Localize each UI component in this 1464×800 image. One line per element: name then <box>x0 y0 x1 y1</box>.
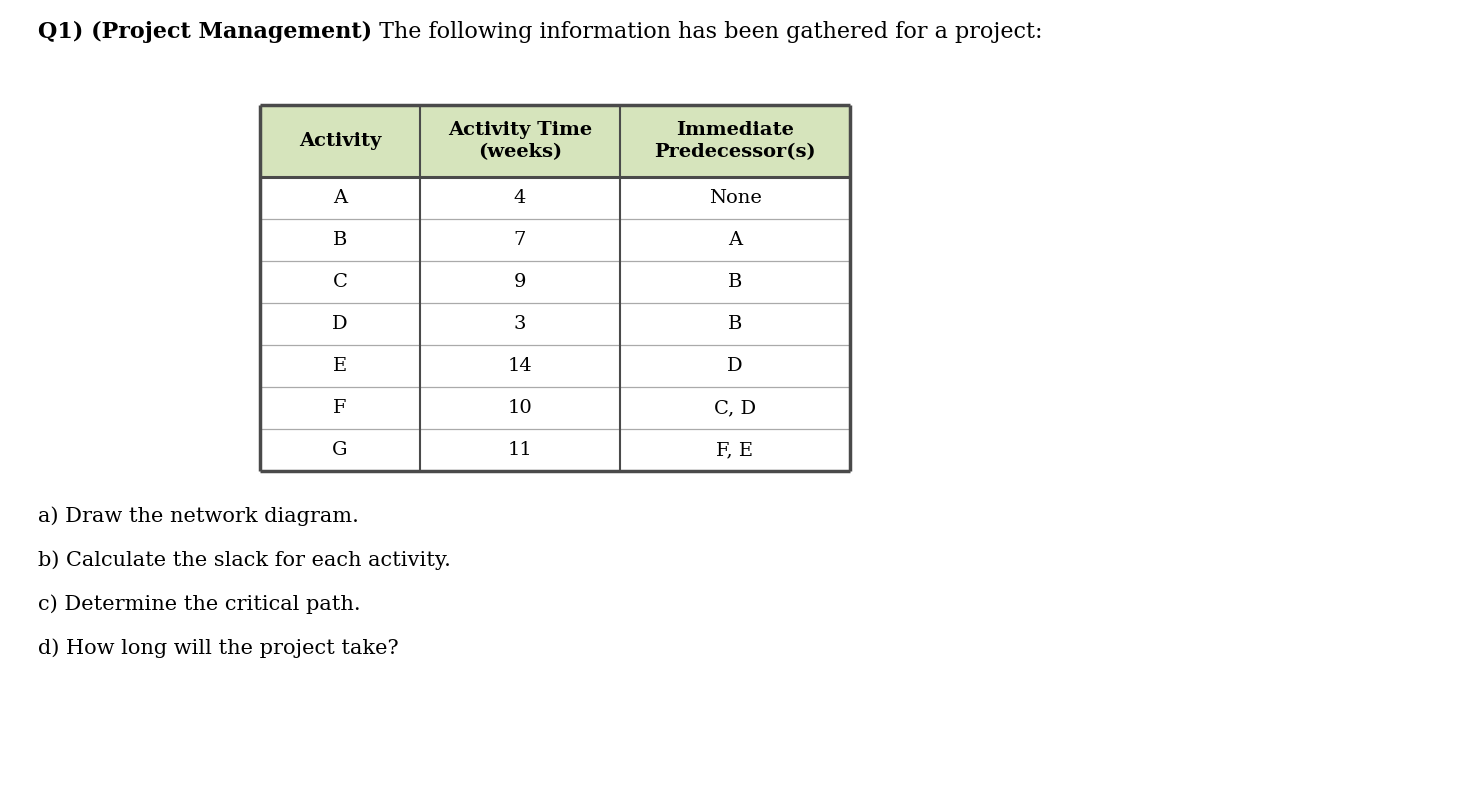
Text: D: D <box>728 357 742 375</box>
Text: Immediate
Predecessor(s): Immediate Predecessor(s) <box>654 121 815 161</box>
Text: d) How long will the project take?: d) How long will the project take? <box>38 638 398 658</box>
Text: A: A <box>332 189 347 207</box>
Text: 14: 14 <box>508 357 533 375</box>
Text: A: A <box>728 231 742 249</box>
Bar <box>261 105 420 177</box>
Text: F, E: F, E <box>716 441 754 459</box>
Text: 3: 3 <box>514 315 526 333</box>
Text: 4: 4 <box>514 189 526 207</box>
Text: 7: 7 <box>514 231 526 249</box>
Text: C, D: C, D <box>714 399 755 417</box>
Text: G: G <box>332 441 348 459</box>
Text: B: B <box>728 273 742 291</box>
Text: a) Draw the network diagram.: a) Draw the network diagram. <box>38 506 359 526</box>
Text: Activity Time
(weeks): Activity Time (weeks) <box>448 121 591 161</box>
Text: E: E <box>332 357 347 375</box>
Text: None: None <box>709 189 761 207</box>
Bar <box>420 105 619 177</box>
Bar <box>619 105 851 177</box>
Text: b) Calculate the slack for each activity.: b) Calculate the slack for each activity… <box>38 550 451 570</box>
Text: Q1) (Project Management): Q1) (Project Management) <box>38 21 372 43</box>
Text: 9: 9 <box>514 273 526 291</box>
Text: 11: 11 <box>508 441 533 459</box>
Text: F: F <box>334 399 347 417</box>
Text: The following information has been gathered for a project:: The following information has been gathe… <box>372 21 1042 43</box>
Text: D: D <box>332 315 348 333</box>
Text: C: C <box>332 273 347 291</box>
Text: B: B <box>332 231 347 249</box>
Text: 10: 10 <box>508 399 533 417</box>
Text: Activity: Activity <box>299 132 381 150</box>
Text: c) Determine the critical path.: c) Determine the critical path. <box>38 594 360 614</box>
Text: B: B <box>728 315 742 333</box>
